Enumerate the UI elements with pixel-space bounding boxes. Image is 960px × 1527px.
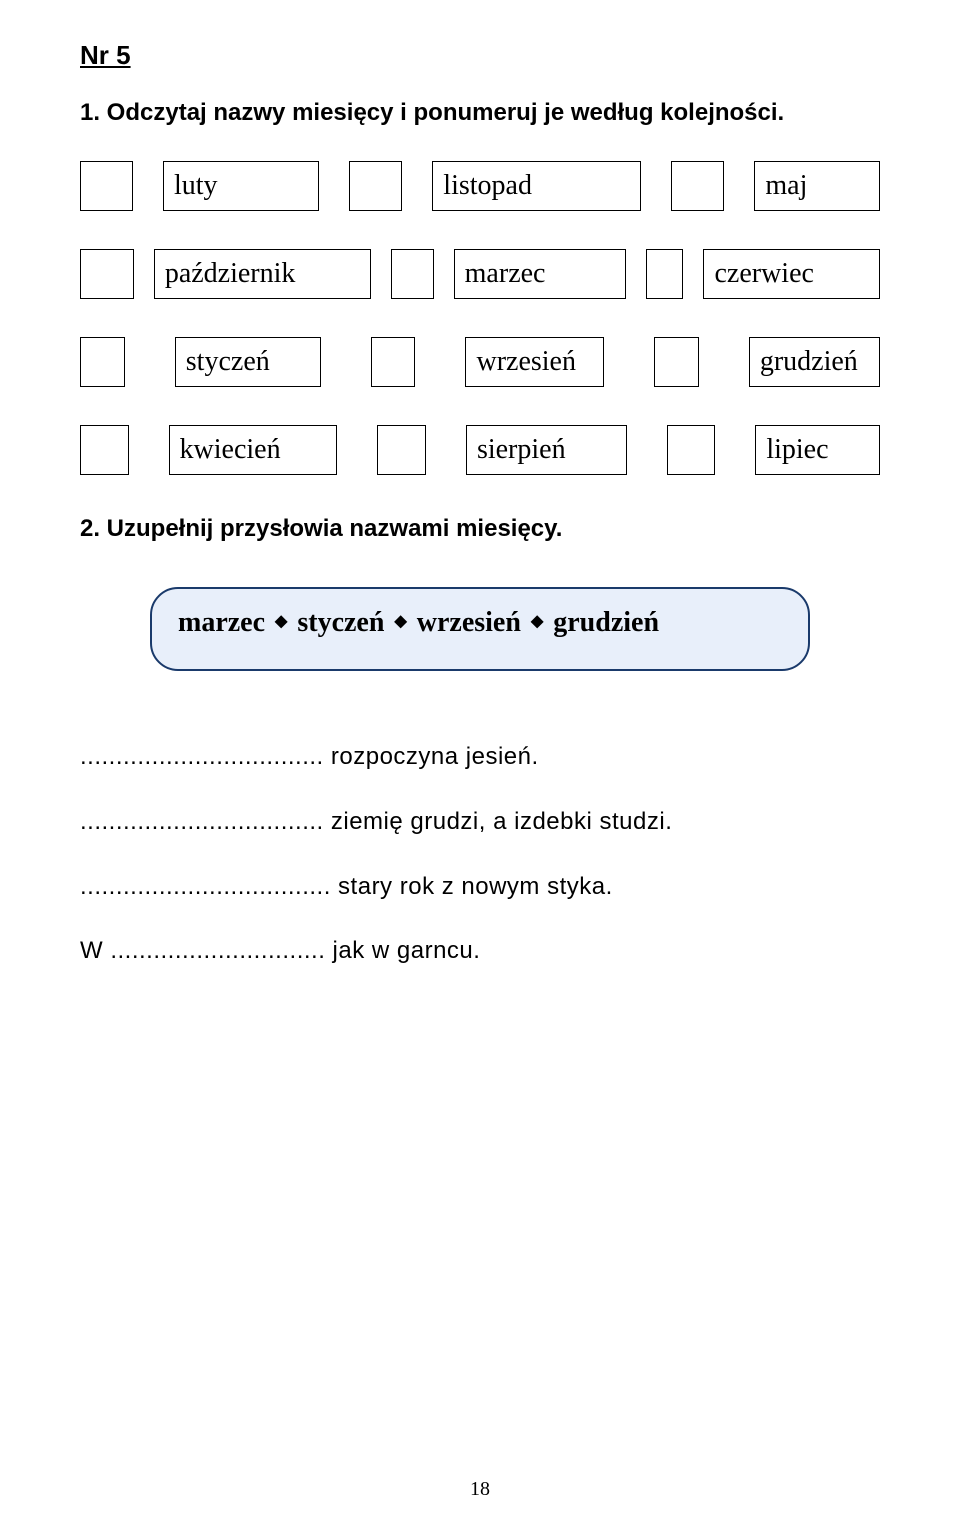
fill-in-lines: .................................. rozpo…: [80, 731, 880, 978]
diamond-separator-icon: ◆: [275, 611, 287, 631]
number-slot[interactable]: [80, 337, 125, 387]
number-slot[interactable]: [80, 161, 133, 211]
task1-heading: 1. Odczytaj nazwy miesięcy i ponumeruj j…: [80, 99, 880, 127]
month-box: luty: [163, 161, 319, 211]
month-box: wrzesień: [465, 337, 604, 387]
proverb-line: ................................... star…: [80, 861, 880, 914]
bank-word: grudzień: [553, 607, 659, 639]
number-slot[interactable]: [671, 161, 724, 211]
month-box: kwiecień: [169, 425, 338, 475]
bank-word: marzec: [178, 607, 265, 639]
month-boxes-grid: luty listopad maj październik marzec czerwie…: [80, 161, 880, 475]
proverb-line: .................................. ziemi…: [80, 796, 880, 849]
worksheet-number: Nr 5: [80, 40, 880, 71]
month-box: styczeń: [175, 337, 321, 387]
month-box: marzec: [454, 249, 626, 299]
number-slot[interactable]: [654, 337, 699, 387]
number-slot[interactable]: [349, 161, 402, 211]
proverb-line: W .............................. jak w g…: [80, 925, 880, 978]
task2-heading: 2. Uzupełnij przysłowia nazwami miesięcy…: [80, 515, 880, 543]
month-box: listopad: [432, 161, 641, 211]
number-slot[interactable]: [667, 425, 716, 475]
page-number: 18: [0, 1478, 960, 1501]
number-slot[interactable]: [80, 425, 129, 475]
proverb-line: .................................. rozpo…: [80, 731, 880, 784]
month-box: czerwiec: [703, 249, 880, 299]
month-box: lipiec: [755, 425, 880, 475]
number-slot[interactable]: [646, 249, 684, 299]
month-box: maj: [754, 161, 880, 211]
bank-word: styczeń: [297, 607, 384, 639]
row-4: kwiecień sierpień lipiec: [80, 425, 880, 475]
number-slot[interactable]: [377, 425, 426, 475]
row-3: styczeń wrzesień grudzień: [80, 337, 880, 387]
diamond-separator-icon: ◆: [531, 611, 543, 631]
row-1: luty listopad maj: [80, 161, 880, 211]
number-slot[interactable]: [391, 249, 434, 299]
bank-word: wrzesień: [417, 607, 521, 639]
number-slot[interactable]: [371, 337, 416, 387]
number-slot[interactable]: [80, 249, 134, 299]
month-box: grudzień: [749, 337, 880, 387]
row-2: październik marzec czerwiec: [80, 249, 880, 299]
month-box: październik: [154, 249, 371, 299]
word-bank: marzec ◆ styczeń ◆ wrzesień ◆ grudzień: [150, 587, 810, 671]
month-box: sierpień: [466, 425, 627, 475]
diamond-separator-icon: ◆: [394, 611, 406, 631]
